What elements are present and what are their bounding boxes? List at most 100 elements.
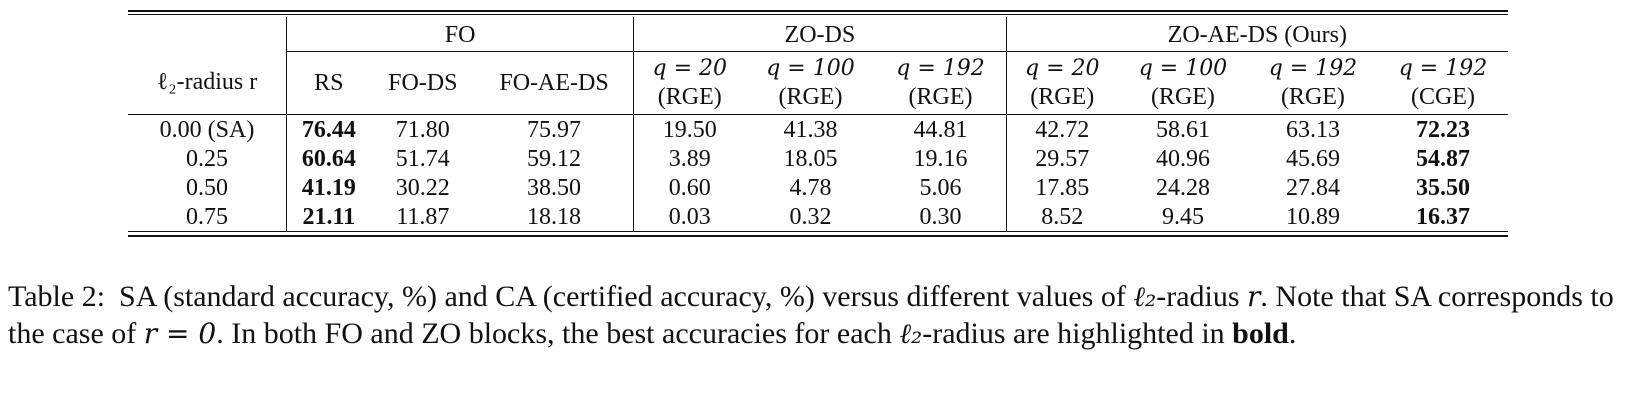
accuracy-cell: 29.57 [1035, 145, 1090, 172]
accuracy-cell: 75.97 [474, 114, 635, 144]
caption-label: Table 2: [8, 280, 106, 313]
radius-cell: 0.50 [128, 173, 287, 202]
subheader-zo-ae-ds-q100: q = 100 (RGE) [1117, 51, 1248, 115]
subheader-estimator: (RGE) [1150, 84, 1215, 110]
caption-r-symbol: r [1247, 280, 1261, 313]
subheader-estimator: (RGE) [1030, 84, 1095, 110]
caption-text-6: . [1288, 317, 1297, 350]
accuracy-cell: 10.89 [1285, 203, 1340, 230]
subheader-zo-ds-q20: q = 20 (RGE) [633, 51, 746, 115]
subheader-q-label: q = 100 [1138, 56, 1228, 81]
caption-text-4: . In both FO and ZO blocks, the best acc… [216, 317, 900, 350]
subheader-rs: RS [286, 51, 371, 115]
radius-cell: 0.75 [128, 202, 287, 231]
table-body: 0.00 (SA) 76.44 71.80 75.97 19.50 41.38 44.81 4… [128, 114, 1508, 231]
subheader-estimator: (RGE) [657, 84, 722, 110]
accuracy-cell: 44.81 [875, 114, 1007, 144]
group-header-row: FO ZO-DS ZO-AE-DS (Ours) [128, 17, 1508, 52]
accuracy-cell: 71.80 [395, 116, 450, 143]
group-header-zo-ae-ds: ZO-AE-DS (Ours) [1006, 17, 1508, 52]
accuracy-cell: 63.13 [1285, 116, 1340, 143]
radius-column-header: ℓ₂-radius r [128, 51, 287, 115]
accuracy-cell: 41.19 [301, 174, 356, 201]
subheader-zo-ds-q192: q = 192 (RGE) [875, 51, 1007, 115]
subheader-q-label: q = 192 [1398, 56, 1488, 81]
accuracy-cell: 42.72 [1035, 116, 1090, 143]
empty-corner-cell [128, 17, 287, 52]
subheader-zo-ae-ds-q20: q = 20 (RGE) [1006, 51, 1118, 115]
table-bottom-rule-inner [128, 231, 1508, 232]
subheader-estimator: (RGE) [1280, 84, 1345, 110]
accuracy-cell: 19.16 [875, 144, 1007, 173]
accuracy-cell: 45.69 [1285, 145, 1340, 172]
accuracy-cell: 58.61 [1155, 116, 1210, 143]
accuracy-cell: 60.64 [301, 145, 356, 172]
subheader-zo-ae-ds-q192-cge: q = 192 (CGE) [1377, 51, 1508, 115]
caption-text-2: -radius [1156, 280, 1248, 313]
subheader-zo-ds-q100: q = 100 (RGE) [745, 51, 876, 115]
subheader-fo-ae-ds: FO-AE-DS [474, 51, 635, 115]
accuracy-cell: 40.96 [1155, 145, 1210, 172]
accuracy-cell: 59.12 [474, 144, 635, 173]
accuracy-cell: 35.50 [1415, 174, 1470, 201]
subheader-q-label: q = 20 [1025, 56, 1100, 81]
table-row: 0.50 41.19 30.22 38.50 0.60 4.78 5.06 17.85 24.2… [128, 173, 1508, 202]
subheader-label: FO-AE-DS [499, 69, 609, 96]
subheader-q-label: q = 192 [896, 56, 985, 81]
accuracy-cell: 4.78 [789, 174, 832, 201]
accuracy-cell: 24.28 [1155, 174, 1210, 201]
radius-cell: 0.00 (SA) [128, 114, 287, 144]
radius-column-header-label: ℓ₂-radius r [156, 69, 258, 96]
accuracy-cell: 0.32 [789, 203, 832, 230]
subheader-estimator: (RGE) [778, 84, 843, 110]
accuracy-cell: 0.03 [668, 203, 711, 230]
subheader-label: FO-DS [388, 69, 458, 96]
group-header-zo-ds: ZO-DS [633, 17, 1007, 52]
accuracy-cell: 54.87 [1415, 145, 1470, 172]
caption-text-3: . Note that SA corresponds to the case o… [8, 280, 1614, 350]
accuracy-cell: 3.89 [668, 145, 711, 172]
caption-text-5: -radius are highlighted in [922, 317, 1233, 350]
subheader-zo-ae-ds-q192-rge: q = 192 (RGE) [1247, 51, 1378, 115]
accuracy-cell: 17.85 [1035, 174, 1090, 201]
accuracy-cell: 8.52 [1041, 203, 1084, 230]
accuracy-cell: 27.84 [1285, 174, 1340, 201]
accuracy-cell: 19.50 [662, 116, 717, 143]
table-top-rule-outer [128, 10, 1508, 12]
subheader-q-label: q = 192 [1268, 56, 1358, 81]
accuracy-cell: 30.22 [395, 174, 450, 201]
caption-l2-symbol-2: ℓ₂ [899, 317, 923, 350]
caption-bold-word: bold [1232, 317, 1289, 350]
group-header-fo: FO [286, 17, 635, 52]
accuracy-cell: 11.87 [396, 203, 450, 230]
caption-l2-symbol: ℓ₂ [1133, 280, 1157, 313]
table-row: 0.75 21.11 11.87 18.18 0.03 0.32 0.30 8.52 9.45 1… [128, 202, 1508, 231]
accuracy-cell: 38.50 [474, 173, 635, 202]
caption-r-equals-zero: r = 0 [143, 317, 217, 350]
accuracy-cell: 76.44 [301, 116, 356, 143]
accuracy-cell: 5.06 [875, 173, 1007, 202]
sub-header-row: ℓ₂-radius r RS FO-DS FO-AE-DS q = 20 (RGE… [128, 51, 1508, 115]
table-bottom-rule-outer [128, 235, 1508, 237]
results-table-container: FO ZO-DS ZO-AE-DS (Ours) ℓ₂-radius r RS … [128, 17, 1508, 237]
accuracy-cell: 51.74 [395, 145, 450, 172]
accuracy-cell: 18.18 [474, 202, 635, 231]
table-top-rule-inner [128, 14, 1508, 15]
accuracy-cell: 72.23 [1415, 116, 1470, 143]
subheader-q-label: q = 20 [652, 56, 728, 81]
table-row: 0.00 (SA) 76.44 71.80 75.97 19.50 41.38 44.81 4… [128, 114, 1508, 144]
results-table: FO ZO-DS ZO-AE-DS (Ours) ℓ₂-radius r RS … [128, 17, 1508, 231]
table-caption: Table 2: SA (standard accuracy, %) and CA… [8, 278, 1638, 352]
subheader-label: RS [314, 69, 344, 96]
radius-cell: 0.25 [128, 144, 287, 173]
accuracy-cell: 0.60 [668, 174, 711, 201]
subheader-estimator: (RGE) [908, 84, 973, 110]
accuracy-cell: 9.45 [1161, 203, 1204, 230]
subheader-estimator: (CGE) [1410, 84, 1475, 110]
subheader-fo-ds: FO-DS [370, 51, 475, 115]
caption-text-1: SA (standard accuracy, %) and CA (certif… [119, 280, 1134, 313]
accuracy-cell: 41.38 [783, 116, 838, 143]
accuracy-cell: 16.37 [1415, 203, 1470, 230]
accuracy-cell: 21.11 [302, 203, 356, 230]
accuracy-cell: 18.05 [783, 145, 838, 172]
